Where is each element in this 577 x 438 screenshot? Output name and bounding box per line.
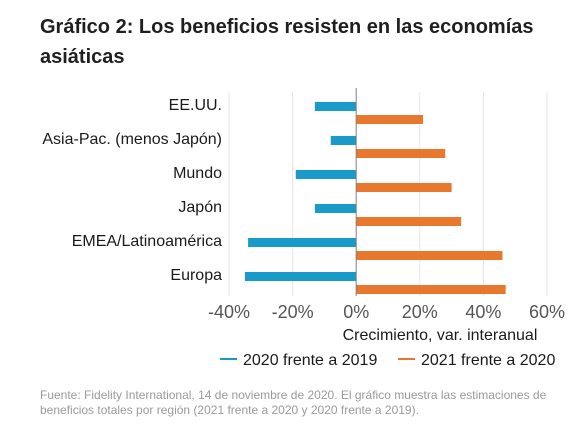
category-label: Japón: [178, 199, 222, 216]
bar-2021: [356, 251, 503, 260]
bars: [244, 102, 506, 294]
bar-2020: [330, 136, 357, 145]
category-labels: EE.UU. Asia-Pac. (menos Japón) Mundo Japón E…: [42, 97, 222, 284]
category-label: Mundo: [173, 165, 222, 182]
legend: 2020 frente a 2019 2021 frente a 2020: [220, 352, 555, 369]
x-tick-label: 20%: [402, 302, 438, 322]
category-label: Europa: [170, 267, 222, 284]
x-axis-title: Crecimiento, var. interanual: [343, 327, 538, 344]
bar-2020: [244, 272, 357, 281]
bar-2021: [356, 183, 452, 192]
category-label: EE.UU.: [169, 97, 222, 114]
bar-2020: [295, 170, 357, 179]
x-tick-label: -40%: [208, 302, 250, 322]
bar-2021: [356, 217, 462, 226]
x-tick-label: 60%: [529, 302, 565, 322]
category-label: EMEA/Latinoamérica: [72, 233, 222, 250]
bar-2021: [356, 149, 446, 158]
source-note: Fuente: Fidelity International, 14 de no…: [40, 388, 547, 417]
bar-2020: [314, 204, 357, 213]
bar-2020: [314, 102, 357, 111]
category-label: Asia-Pac. (menos Japón): [42, 131, 222, 148]
bar-2021: [356, 285, 506, 294]
legend-label-2021: 2021 frente a 2020: [421, 352, 555, 369]
x-tick-label: 0%: [343, 302, 369, 322]
x-tick-labels: -40% -20% 0% 20% 40% 60%: [208, 302, 565, 322]
x-tick-label: 40%: [465, 302, 501, 322]
bar-2020: [248, 238, 357, 247]
chart-title: Gráfico 2: Los beneficios resisten en la…: [40, 16, 534, 68]
gridlines: [228, 92, 548, 296]
x-tick-label: -20%: [272, 302, 314, 322]
legend-label-2020: 2020 frente a 2019: [243, 352, 377, 369]
bar-2021: [356, 115, 423, 124]
